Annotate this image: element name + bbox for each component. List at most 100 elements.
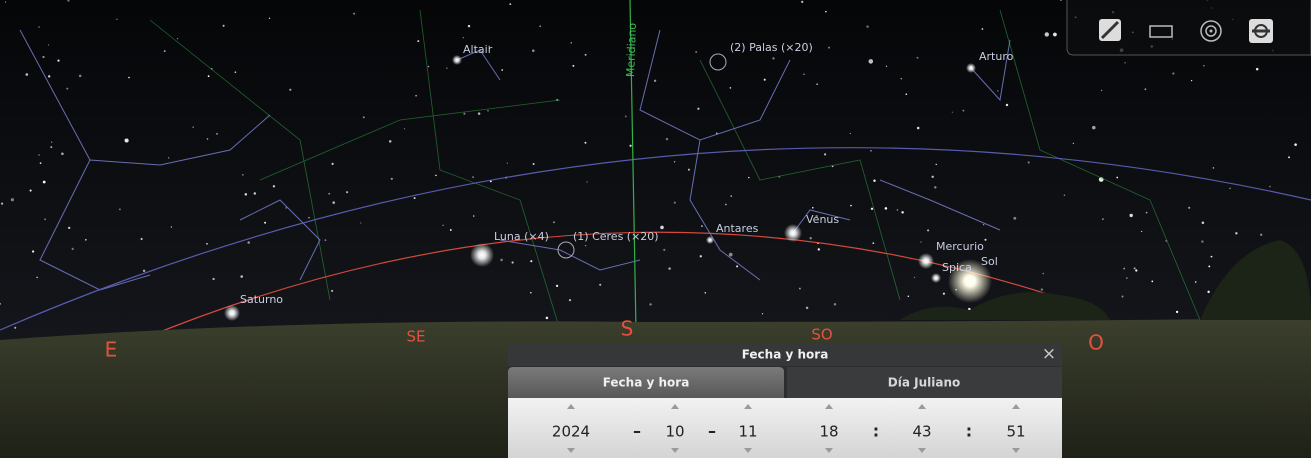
star [66,88,68,90]
star [38,154,39,155]
object-label: Mercurio [936,240,984,253]
saturn [224,305,240,321]
day-field[interactable]: 11 [738,423,757,441]
object-label: Luna (×4) [494,230,549,243]
tab-label[interactable]: Día Juliano [888,376,960,390]
close-button[interactable]: × [1042,344,1056,364]
star [245,193,247,195]
tab-label[interactable]: Fecha y hora [603,376,690,390]
star [764,79,766,81]
star [585,54,587,56]
star [1134,267,1136,269]
object-label: Spica [942,261,972,274]
object-label: Saturno [240,293,283,306]
star [57,60,59,62]
star [1229,188,1230,189]
star [934,186,936,188]
star [468,25,470,27]
star [532,49,535,52]
star [1073,143,1074,144]
star [1202,221,1205,224]
star [963,110,965,112]
star [952,112,953,113]
star [748,177,749,178]
star [240,275,243,278]
star [530,292,532,294]
star [801,1,803,3]
star [1211,256,1213,258]
star [917,127,920,130]
star [264,222,266,224]
star [1207,291,1209,293]
fov-button[interactable] [1099,19,1121,41]
star [828,47,830,49]
antares [706,236,714,244]
object-label: Antares [716,222,759,235]
star [273,185,275,187]
star [725,204,727,206]
star [982,28,984,30]
star [705,292,707,294]
star [762,313,763,314]
star [212,278,214,280]
minute-field[interactable]: 43 [912,423,931,441]
second-field[interactable]: 51 [1006,423,1025,441]
star [1041,288,1043,290]
star [1129,214,1132,217]
star [873,180,875,182]
star [1235,232,1237,234]
star [901,78,903,80]
star [32,250,34,252]
year-field[interactable]: 2024 [552,423,590,441]
object-label: Altair [463,43,493,56]
star [834,303,836,305]
star [141,238,143,240]
star [1269,186,1271,188]
star [331,290,333,292]
star [1006,104,1008,106]
view-button[interactable] [1249,19,1273,43]
star [5,1,6,2]
star [553,221,555,223]
star [61,153,64,156]
star [417,40,419,42]
month-field[interactable]: 10 [665,423,684,441]
star [674,161,675,162]
spica [931,273,941,283]
star [207,138,209,140]
star [171,226,172,227]
separator: : [873,422,879,441]
star [36,277,38,279]
star [242,174,243,175]
star [1260,234,1262,236]
star [927,229,929,231]
star [697,108,699,110]
star [450,229,452,231]
star [806,307,808,309]
star [629,145,631,147]
star [539,25,541,27]
star [812,207,814,209]
hour-field[interactable]: 18 [819,423,838,441]
star [446,67,447,68]
star [886,66,887,67]
star [897,209,899,211]
mercury [918,253,934,269]
star [509,3,511,5]
star [48,44,49,45]
star [654,80,656,82]
star [701,225,703,227]
star [533,163,535,165]
star [803,73,805,75]
star [1146,212,1148,214]
star [556,285,558,287]
star [530,260,532,262]
object-label: Sol [981,255,998,268]
star [585,142,587,144]
star [308,217,309,218]
star [1151,281,1153,283]
star [818,248,820,250]
star [463,37,465,39]
arcturus [966,63,976,73]
star [328,193,330,195]
